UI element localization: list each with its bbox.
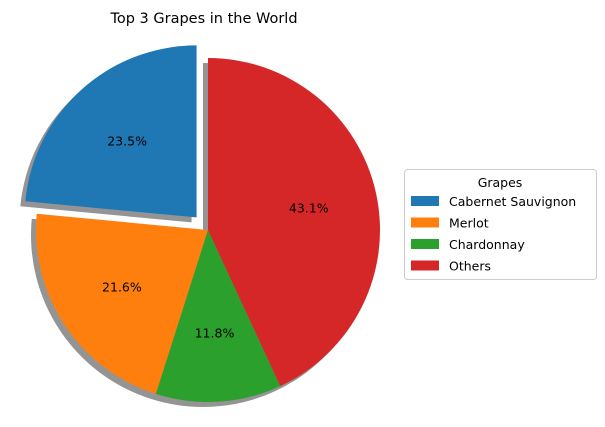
legend-swatch-chardonnay	[411, 239, 439, 249]
legend-label-merlot: Merlot	[449, 216, 489, 231]
legend-swatch-cabernet-sauvignon	[411, 196, 439, 206]
legend-label-cabernet-sauvignon: Cabernet Sauvignon	[449, 194, 576, 209]
legend-label-others: Others	[449, 259, 491, 274]
slice-merlot	[35, 213, 208, 394]
slice-others	[208, 58, 381, 387]
percent-label-chardonnay: 11.8%	[195, 326, 235, 341]
legend-title: Grapes	[478, 175, 523, 190]
legend-label-chardonnay: Chardonnay	[449, 237, 525, 252]
pie-percent-labels: 23.5% 21.6% 11.8% 43.1%	[102, 134, 329, 341]
legend-items: Cabernet Sauvignon Merlot Chardonnay Others	[411, 194, 576, 274]
legend-swatch-others	[411, 260, 439, 271]
legend-frame	[404, 169, 597, 280]
legend: Grapes Cabernet Sauvignon Merlot Chardonna…	[404, 169, 597, 280]
percent-label-merlot: 21.6%	[102, 279, 142, 294]
chart-title: Top 3 Grapes in the World	[109, 11, 297, 27]
slice-chardonnay	[155, 230, 281, 402]
percent-label-cabernet-sauvignon: 23.5%	[107, 134, 147, 149]
pie-slices	[25, 45, 381, 402]
percent-label-others: 43.1%	[289, 200, 329, 215]
legend-swatch-merlot	[411, 217, 439, 228]
slice-cabernet-sauvignon	[25, 45, 197, 218]
